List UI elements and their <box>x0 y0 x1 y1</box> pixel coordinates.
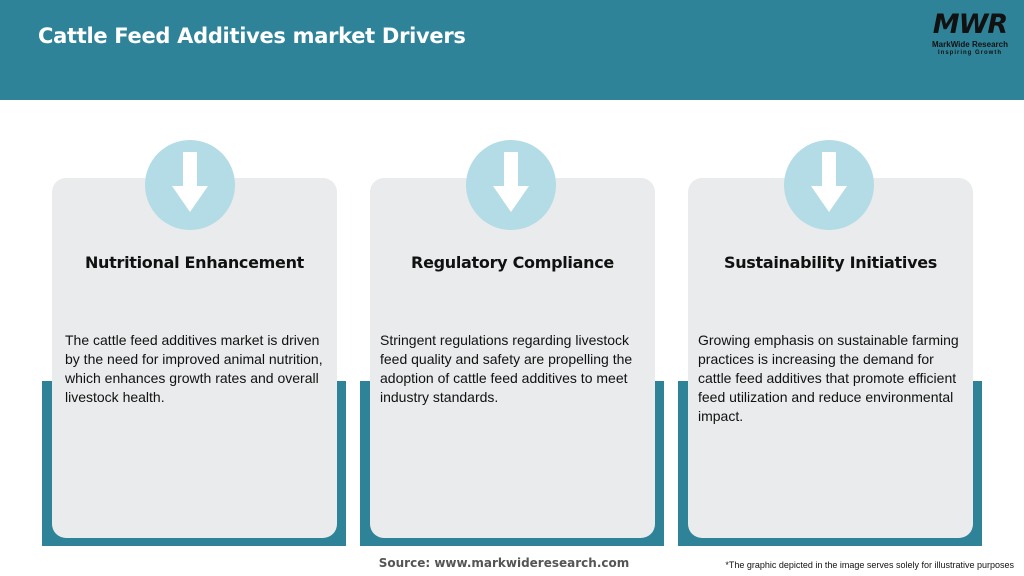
driver-card <box>52 178 337 538</box>
card-title: Nutritional Enhancement <box>84 253 305 272</box>
arrow-down-icon <box>145 140 235 230</box>
card-body: The cattle feed additives market is driv… <box>65 332 323 405</box>
page-title: Cattle Feed Additives market Drivers <box>38 24 466 48</box>
arrow-down-icon <box>466 140 556 230</box>
card-title: Regulatory Compliance <box>411 253 614 272</box>
header-banner: Cattle Feed Additives market Drivers MWR… <box>0 0 1024 100</box>
card-body: Stringent regulations regarding livestoc… <box>380 332 633 405</box>
card-title: Sustainability Initiatives <box>723 253 937 272</box>
arrow-down-icon <box>784 140 874 230</box>
logo: MWR MarkWide Research Inspiring Growth <box>920 10 1020 57</box>
logo-tagline: Inspiring Growth <box>938 50 1002 56</box>
logo-name: MarkWide Research <box>932 40 1008 49</box>
source-text: Source: www.markwideresearch.com <box>378 556 630 570</box>
driver-card <box>688 178 973 538</box>
card-body: Growing emphasis on sustainable farming … <box>698 332 959 424</box>
driver-card <box>370 178 655 538</box>
disclaimer-note: *The graphic depicted in the image serve… <box>725 560 1014 570</box>
logo-mark: MWR <box>932 9 1008 40</box>
